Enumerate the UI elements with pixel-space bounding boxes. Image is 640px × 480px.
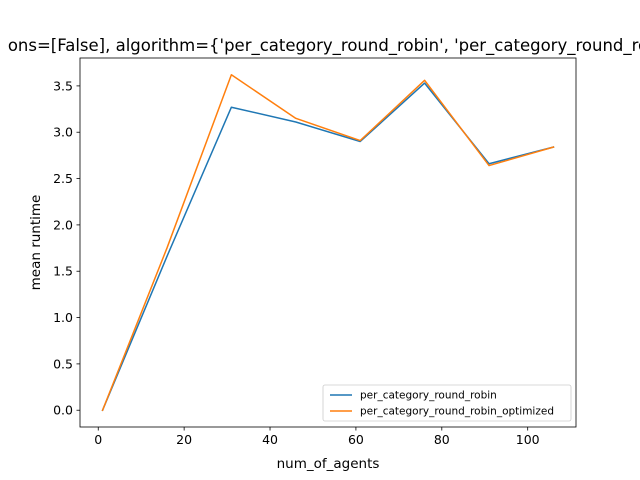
y-axis-ticks: 0.0 0.5 1.0 1.5 2.0 2.5 3.0 3.5 [53, 78, 80, 418]
y-axis-label: mean runtime [28, 195, 44, 291]
x-tick-label: 60 [348, 432, 364, 447]
series-line-per-category-round-robin-optimized [101, 74, 555, 412]
y-tick-label: 1.5 [53, 264, 73, 279]
y-tick-label: 0.5 [53, 356, 73, 371]
y-tick-label: 1.0 [53, 310, 73, 325]
plot-frame [79, 57, 577, 428]
legend: per_category_round_robin per_category_ro… [322, 384, 572, 422]
y-tick-label: 0.0 [53, 403, 73, 418]
y-tick-label: 3.0 [53, 125, 73, 140]
series-layer [101, 74, 555, 412]
plot-area [80, 58, 576, 427]
x-tick-label: 20 [176, 432, 192, 447]
x-axis-label: num_of_agents [277, 456, 380, 472]
x-tick-label: 40 [262, 432, 278, 447]
legend-label-per-category-round-robin: per_category_round_robin [360, 390, 497, 402]
x-tick-label: 0 [94, 432, 102, 447]
x-axis-ticks: 0 20 40 60 80 100 [94, 427, 540, 447]
chart-title: ons=[False], algorithm={'per_category_ro… [8, 36, 640, 56]
y-tick-label: 2.0 [53, 217, 73, 232]
y-tick-label: 3.5 [53, 78, 73, 93]
legend-box [322, 384, 572, 422]
legend-label-per-category-round-robin-optimized: per_category_round_robin_optimized [360, 406, 554, 418]
y-tick-label: 2.5 [53, 171, 73, 186]
x-tick-label: 80 [434, 432, 450, 447]
x-tick-label: 100 [516, 432, 540, 447]
